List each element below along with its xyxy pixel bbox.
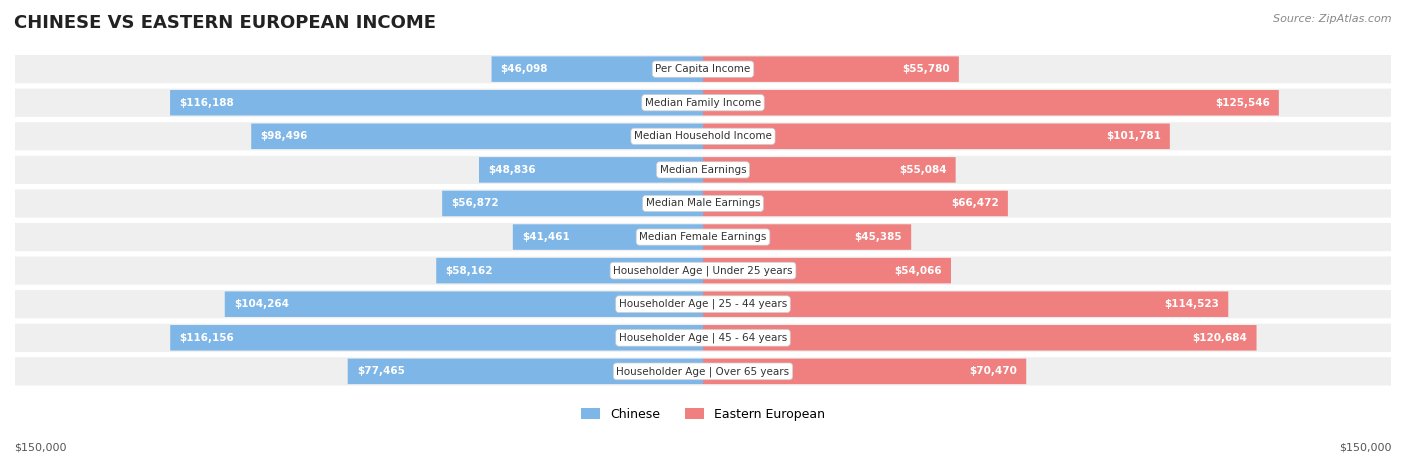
Text: $45,385: $45,385 <box>855 232 903 242</box>
FancyBboxPatch shape <box>441 191 703 216</box>
Text: $55,780: $55,780 <box>903 64 949 74</box>
FancyBboxPatch shape <box>703 325 1257 351</box>
FancyBboxPatch shape <box>15 324 1391 352</box>
FancyBboxPatch shape <box>703 291 1229 317</box>
FancyBboxPatch shape <box>15 290 1391 318</box>
Text: Householder Age | 25 - 44 years: Householder Age | 25 - 44 years <box>619 299 787 310</box>
FancyBboxPatch shape <box>15 156 1391 184</box>
Text: Median Male Earnings: Median Male Earnings <box>645 198 761 208</box>
Legend: Chinese, Eastern European: Chinese, Eastern European <box>576 403 830 425</box>
Text: $55,084: $55,084 <box>898 165 946 175</box>
FancyBboxPatch shape <box>15 357 1391 385</box>
FancyBboxPatch shape <box>492 57 703 82</box>
FancyBboxPatch shape <box>170 90 703 115</box>
Text: Householder Age | 45 - 64 years: Householder Age | 45 - 64 years <box>619 333 787 343</box>
Text: $114,523: $114,523 <box>1164 299 1219 309</box>
Text: $48,836: $48,836 <box>488 165 536 175</box>
Text: $150,000: $150,000 <box>1340 443 1392 453</box>
FancyBboxPatch shape <box>15 223 1391 251</box>
FancyBboxPatch shape <box>15 55 1391 83</box>
Text: $98,496: $98,496 <box>260 131 308 142</box>
Text: Median Earnings: Median Earnings <box>659 165 747 175</box>
FancyBboxPatch shape <box>703 157 956 183</box>
FancyBboxPatch shape <box>252 124 703 149</box>
Text: $56,872: $56,872 <box>451 198 499 208</box>
FancyBboxPatch shape <box>703 224 911 250</box>
Text: $125,546: $125,546 <box>1215 98 1270 108</box>
Text: Source: ZipAtlas.com: Source: ZipAtlas.com <box>1274 14 1392 24</box>
FancyBboxPatch shape <box>513 224 703 250</box>
FancyBboxPatch shape <box>15 256 1391 285</box>
FancyBboxPatch shape <box>15 189 1391 218</box>
FancyBboxPatch shape <box>347 359 703 384</box>
Text: $120,684: $120,684 <box>1192 333 1247 343</box>
Text: $77,465: $77,465 <box>357 367 405 376</box>
Text: Householder Age | Over 65 years: Householder Age | Over 65 years <box>616 366 790 376</box>
FancyBboxPatch shape <box>170 325 703 351</box>
Text: $41,461: $41,461 <box>522 232 569 242</box>
Text: $116,188: $116,188 <box>179 98 233 108</box>
Text: Median Household Income: Median Household Income <box>634 131 772 142</box>
Text: $116,156: $116,156 <box>180 333 235 343</box>
Text: Median Female Earnings: Median Female Earnings <box>640 232 766 242</box>
Text: $101,781: $101,781 <box>1105 131 1161 142</box>
FancyBboxPatch shape <box>703 359 1026 384</box>
Text: $150,000: $150,000 <box>14 443 66 453</box>
Text: $70,470: $70,470 <box>969 367 1017 376</box>
Text: $46,098: $46,098 <box>501 64 548 74</box>
FancyBboxPatch shape <box>225 291 703 317</box>
FancyBboxPatch shape <box>15 89 1391 117</box>
Text: $66,472: $66,472 <box>950 198 998 208</box>
Text: Per Capita Income: Per Capita Income <box>655 64 751 74</box>
Text: Median Family Income: Median Family Income <box>645 98 761 108</box>
Text: CHINESE VS EASTERN EUROPEAN INCOME: CHINESE VS EASTERN EUROPEAN INCOME <box>14 14 436 32</box>
Text: $58,162: $58,162 <box>446 266 494 276</box>
FancyBboxPatch shape <box>703 191 1008 216</box>
Text: Householder Age | Under 25 years: Householder Age | Under 25 years <box>613 265 793 276</box>
FancyBboxPatch shape <box>703 90 1279 115</box>
FancyBboxPatch shape <box>436 258 703 283</box>
FancyBboxPatch shape <box>703 57 959 82</box>
FancyBboxPatch shape <box>703 124 1170 149</box>
Text: $54,066: $54,066 <box>894 266 942 276</box>
FancyBboxPatch shape <box>15 122 1391 150</box>
Text: $104,264: $104,264 <box>233 299 290 309</box>
FancyBboxPatch shape <box>479 157 703 183</box>
FancyBboxPatch shape <box>703 258 950 283</box>
